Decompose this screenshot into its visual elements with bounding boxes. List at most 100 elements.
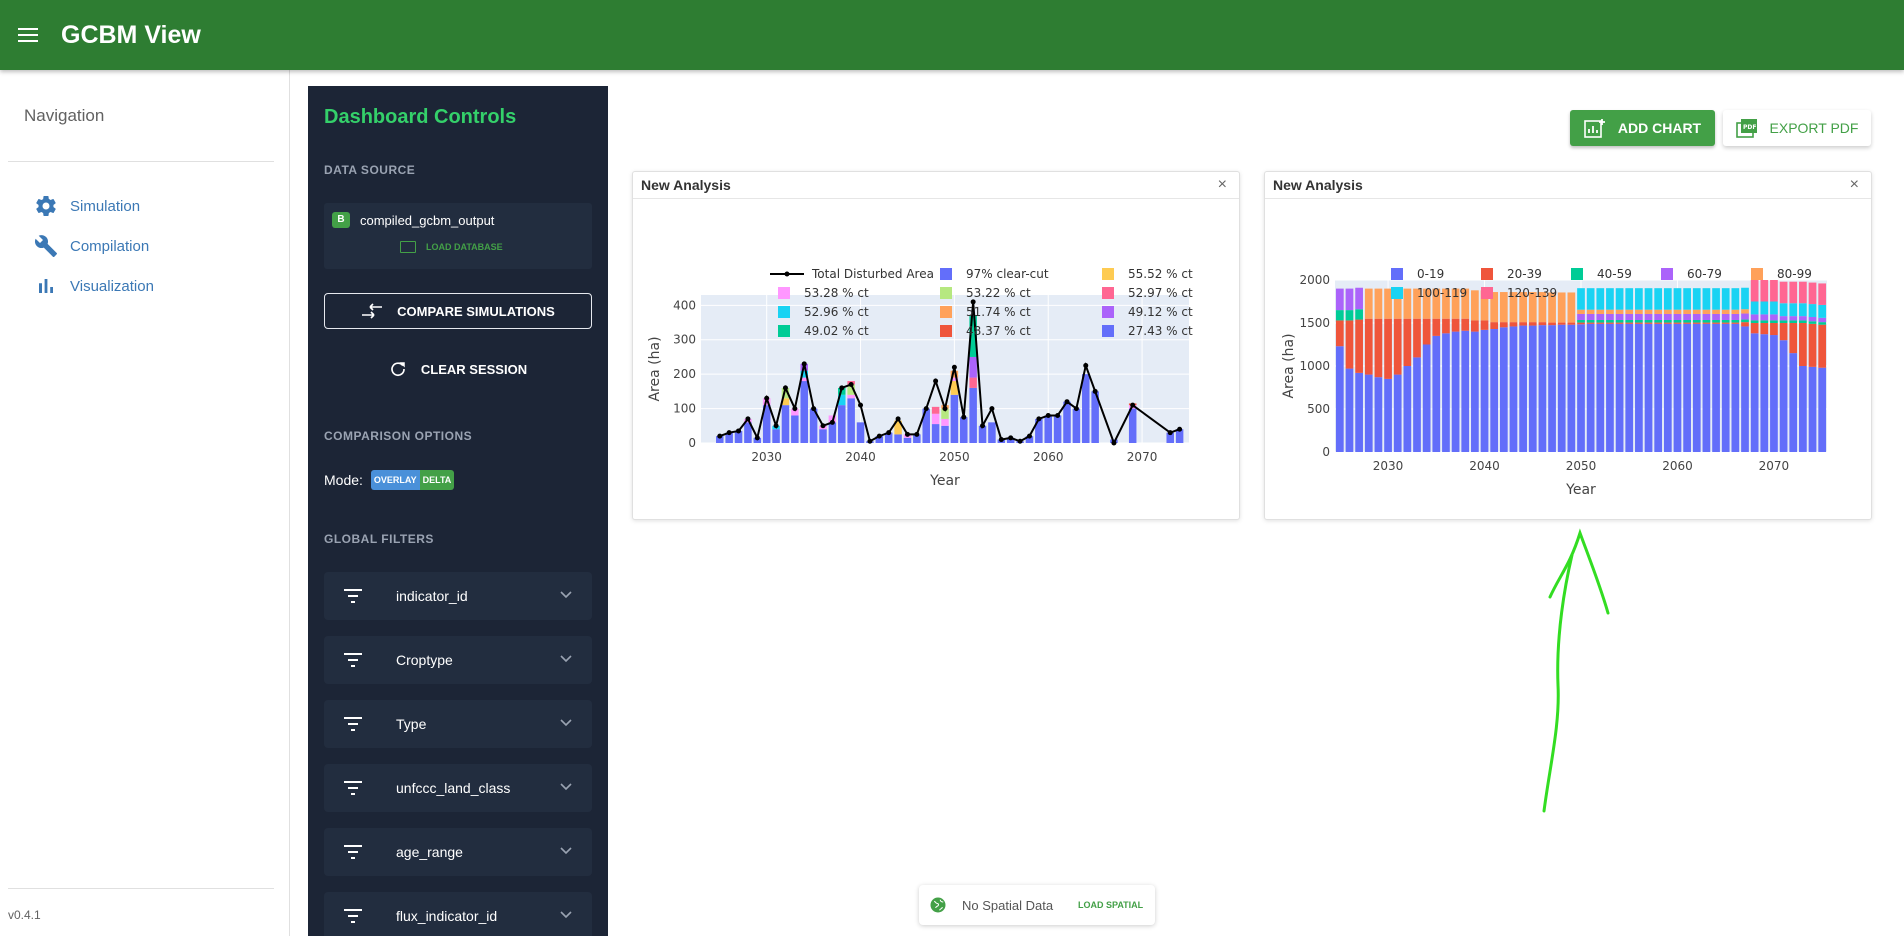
bar-segment: [969, 387, 977, 443]
bar-segment: [1779, 323, 1788, 341]
bar-segment: [1615, 288, 1624, 310]
bar-segment: [1364, 374, 1373, 452]
bar-segment: [1471, 320, 1479, 332]
bar-segment: [791, 408, 799, 416]
chevron-down-icon: [560, 719, 572, 727]
filter-croptype[interactable]: Croptype: [324, 636, 592, 684]
bar-segment: [1683, 319, 1691, 323]
bar-segment: [1615, 323, 1624, 452]
filter-type[interactable]: Type: [324, 700, 592, 748]
bar-segment: [950, 381, 959, 395]
bar-segment: [1721, 313, 1730, 320]
bar-segment: [1461, 330, 1470, 452]
x-tick-label: 2050: [939, 450, 970, 464]
chevron-down-icon: [560, 591, 572, 599]
bar-segment: [1760, 320, 1769, 323]
filter-icon: [344, 653, 362, 667]
line-point: [1083, 363, 1089, 369]
nav-item-simulation[interactable]: Simulation: [34, 194, 140, 218]
legend-label: Total Disturbed Area: [811, 267, 934, 281]
filter-icon: [344, 781, 362, 795]
gear-icon: [36, 196, 56, 217]
bar-segment: [1712, 309, 1720, 314]
bar-segment: [941, 425, 949, 443]
bar-segment: [1731, 319, 1740, 323]
nav-item-visualization[interactable]: Visualization: [34, 274, 154, 298]
bar-segment: [1673, 322, 1682, 324]
bar-segment: [1374, 318, 1383, 378]
comparison-options-heading: COMPARISON OPTIONS: [324, 429, 473, 443]
bar-segment: [1712, 323, 1720, 452]
clear-session-button[interactable]: CLEAR SESSION: [324, 351, 592, 387]
bar-segment: [1577, 319, 1585, 323]
bar-segment: [1615, 313, 1624, 320]
menu-icon[interactable]: [18, 23, 42, 47]
bar-segment: [809, 408, 818, 443]
filter-indicator-id[interactable]: indicator_id: [324, 572, 592, 620]
filter-flux-indicator-id[interactable]: flux_indicator_id: [324, 892, 592, 936]
bar-segment: [1799, 316, 1807, 321]
mode-overlay-option[interactable]: OVERLAY: [370, 470, 420, 490]
chart-card-1: New Analysis × 0 100 200 300 400 2030 2040 2050…: [632, 171, 1240, 520]
bar-segment: [922, 408, 930, 443]
bar-segment: [1577, 322, 1585, 325]
add-chart-button[interactable]: ADD CHART: [1570, 110, 1715, 146]
bar-segment: [828, 422, 837, 443]
bar-segment: [1625, 322, 1634, 324]
bar-segment: [1673, 309, 1682, 314]
add-chart-label: ADD CHART: [1617, 120, 1702, 136]
bar-segment: [913, 434, 921, 443]
bar-segment: [1499, 322, 1508, 328]
x-tick-label: 2070: [1127, 450, 1158, 464]
nav-item-compilation[interactable]: Compilation: [34, 234, 149, 258]
close-icon[interactable]: ×: [1849, 176, 1859, 193]
load-database-button[interactable]: LOAD DATABASE: [400, 241, 503, 253]
bar-segment: [875, 436, 884, 443]
compare-simulations-button[interactable]: COMPARE SIMULATIONS: [324, 293, 592, 329]
bar-segment: [1712, 322, 1720, 324]
y-tick-label: 2000: [1299, 273, 1330, 287]
filter-icon: [344, 909, 362, 923]
filter-unfccc-land-class[interactable]: unfccc_land_class: [324, 764, 592, 812]
bar-segment: [1577, 324, 1585, 452]
bar-segment: [1779, 303, 1788, 317]
bar-segment: [1702, 313, 1711, 320]
bar-segment: [1413, 318, 1421, 358]
bar-segment: [762, 405, 771, 443]
bar-segment: [1654, 322, 1663, 324]
filter-age-range[interactable]: age_range: [324, 828, 592, 876]
close-icon[interactable]: ×: [1217, 176, 1227, 193]
bar-segment: [1480, 329, 1489, 452]
bar-segment: [1654, 309, 1663, 314]
bar-segment: [1692, 319, 1701, 323]
bar-segment: [1654, 323, 1663, 452]
bar-segment: [1615, 322, 1624, 324]
export-pdf-button[interactable]: PDF EXPORT PDF: [1723, 110, 1871, 146]
bar-segment: [800, 381, 808, 443]
bar-segment: [781, 387, 790, 399]
bar-segment: [1741, 287, 1749, 310]
line-point: [904, 431, 910, 437]
bar-segment: [1673, 288, 1682, 310]
mode-delta-option[interactable]: DELTA: [419, 470, 455, 490]
y-axis-label: Area (ha): [647, 336, 663, 401]
bar-segment: [1635, 322, 1643, 324]
line-point: [1045, 412, 1051, 418]
line-point: [895, 416, 901, 422]
bar-segment: [1025, 436, 1034, 443]
bar-segment: [772, 429, 780, 443]
legend-swatch: [940, 268, 952, 280]
bar-segment: [1557, 324, 1566, 452]
line-point: [736, 428, 742, 434]
line-point: [839, 385, 845, 391]
bar-segment: [1403, 318, 1412, 366]
bar-chart-icon: [39, 279, 53, 293]
bar-segment: [1799, 281, 1807, 304]
bar-segment: [1044, 415, 1052, 443]
bar-segment: [1818, 324, 1827, 368]
bar-segment: [1596, 288, 1605, 310]
load-spatial-button[interactable]: LOAD SPATIAL: [1078, 900, 1144, 910]
legend-label: 52.96 % ct: [804, 305, 869, 319]
bar-segment: [1663, 288, 1672, 310]
dashboard-controls-title: Dashboard Controls: [324, 106, 517, 128]
